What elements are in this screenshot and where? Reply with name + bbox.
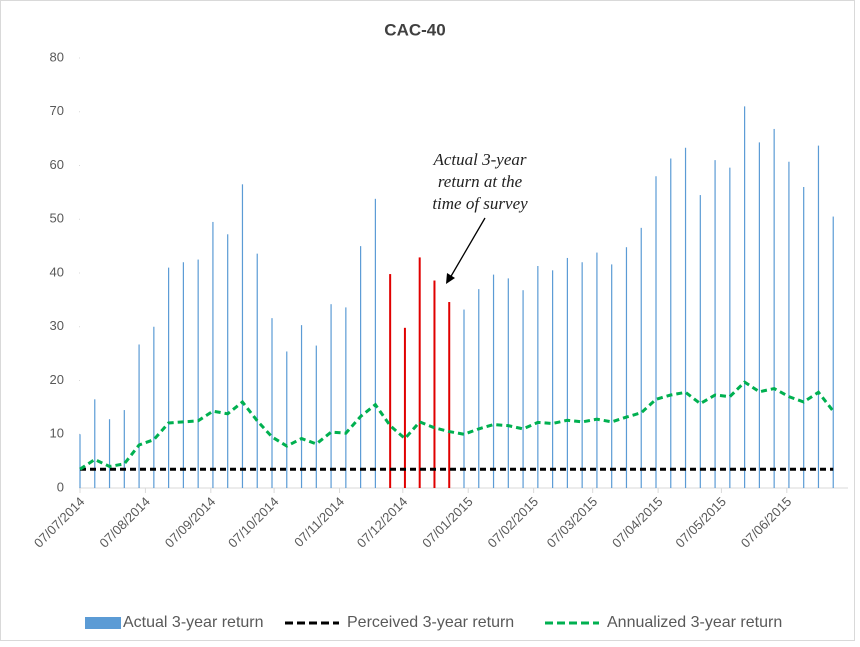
bar (374, 198, 376, 488)
bar (596, 252, 598, 488)
bar (478, 289, 480, 488)
bar (108, 419, 111, 488)
annotation-arrow (449, 217, 486, 279)
y-tick-label: 80 (50, 49, 64, 64)
bar (625, 247, 628, 488)
arrow-head (446, 273, 455, 284)
bar (832, 216, 834, 488)
legend-label: Annualized 3-year return (607, 614, 782, 631)
bar (773, 128, 775, 488)
bar (729, 167, 731, 488)
bar (699, 195, 701, 488)
bar (803, 187, 805, 488)
bar (94, 399, 96, 488)
bar (744, 106, 746, 488)
bar (345, 307, 347, 488)
bar (403, 327, 406, 488)
bar (581, 262, 583, 488)
bar (182, 262, 184, 488)
bar (330, 304, 332, 488)
bar (227, 234, 229, 488)
bar (640, 227, 642, 488)
bar (123, 410, 125, 488)
annotation: time of survey (432, 194, 528, 213)
bar (168, 267, 170, 488)
bar (552, 270, 554, 488)
bar (315, 345, 317, 488)
bar (197, 259, 199, 488)
bar (463, 309, 465, 488)
bar (788, 161, 790, 489)
legend-label: Perceived 3-year return (347, 614, 514, 631)
bar (670, 158, 672, 488)
bar (212, 221, 214, 488)
bar (817, 145, 820, 489)
bar (271, 318, 273, 488)
bar (611, 264, 613, 488)
bar (566, 257, 568, 488)
y-tick-label: 20 (50, 372, 64, 387)
bar (537, 266, 539, 488)
y-tick-label: 40 (50, 264, 64, 279)
bar (714, 160, 716, 488)
bar (507, 278, 509, 488)
bar (448, 302, 451, 488)
annotation: return at the (438, 172, 523, 191)
bar (79, 434, 81, 488)
bar (241, 184, 244, 488)
legend-swatch (85, 617, 121, 629)
y-tick-label: 70 (50, 103, 64, 118)
y-tick-label: 50 (50, 211, 64, 226)
bar (684, 147, 687, 488)
bar (389, 274, 392, 488)
legend-label: Actual 3-year return (123, 614, 264, 631)
bar (418, 257, 421, 488)
chart-title: CAC-40 (384, 20, 445, 39)
bar (655, 176, 657, 488)
bar (286, 351, 288, 488)
y-tick-label: 30 (50, 318, 64, 333)
y-tick-label: 0 (57, 479, 64, 494)
y-tick-label: 60 (50, 157, 64, 172)
annotation: Actual 3-year (433, 150, 527, 169)
bar (758, 142, 760, 488)
bar (256, 253, 258, 488)
bar (153, 326, 155, 488)
bar (433, 280, 436, 488)
bar (492, 274, 495, 488)
bar (360, 246, 362, 488)
y-tick-label: 10 (50, 426, 64, 441)
bar (138, 344, 140, 488)
bar (300, 325, 303, 488)
bar (522, 290, 524, 488)
